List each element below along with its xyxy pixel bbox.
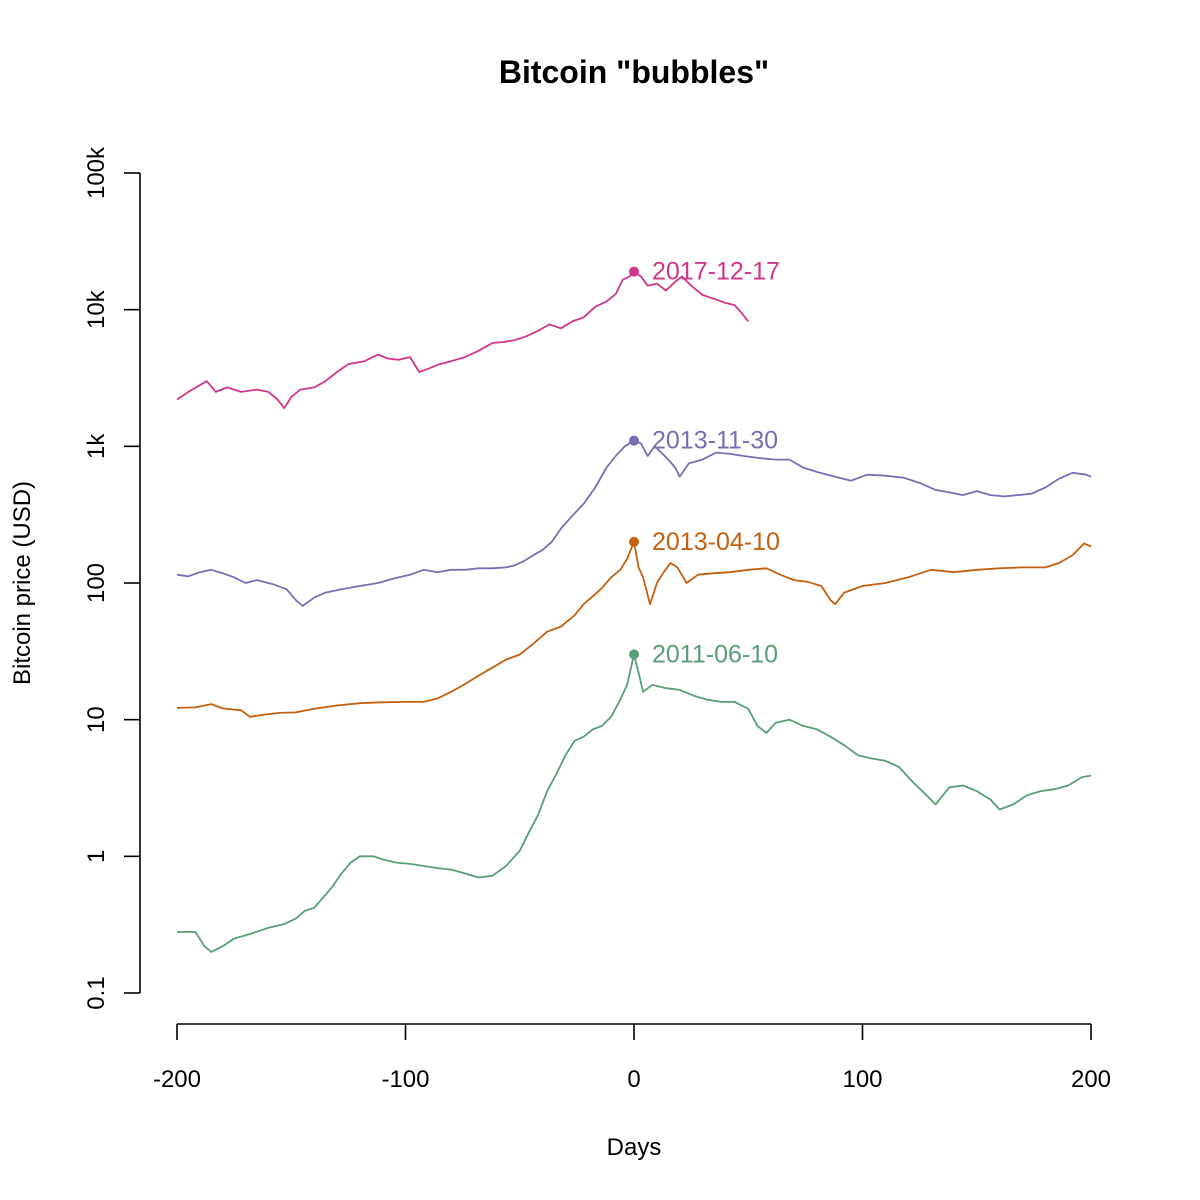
peak-point (629, 649, 639, 660)
plot-area: 2017-12-17 2013-11-30 2013-04-10 2011-06-10 (176, 258, 1092, 953)
y-axis: 0.1 1 10 100 1k 10k 100k (83, 146, 141, 1010)
chart-title: Bitcoin "bubbles" (499, 54, 769, 90)
series-2013-11-30: 2013-11-30 (176, 427, 1092, 607)
series-line (176, 439, 1092, 607)
y-tick-label: 1 (83, 850, 110, 863)
series-2011-06-10: 2011-06-10 (177, 640, 1092, 953)
y-axis-label: Bitcoin price (USD) (9, 481, 36, 685)
series-line (177, 653, 1092, 953)
y-tick-label: 100k (83, 146, 110, 199)
peak-label: 2017-12-17 (652, 258, 780, 286)
x-tick-label: 0 (627, 1066, 640, 1093)
peak-label: 2013-11-30 (652, 427, 778, 455)
y-tick-label: 1k (83, 433, 110, 459)
y-tick-label: 10k (83, 289, 110, 329)
series-line (176, 270, 750, 410)
peak-label: 2013-04-10 (652, 528, 780, 556)
x-axis-label: Days (607, 1134, 662, 1161)
series-2017-12-17: 2017-12-17 (176, 258, 780, 410)
x-tick-label: 200 (1071, 1066, 1111, 1093)
y-tick-label: 10 (83, 706, 110, 733)
peak-point (629, 536, 639, 547)
y-tick-label: 100 (83, 563, 110, 603)
x-tick-label: 100 (842, 1066, 882, 1093)
y-tick-label: 0.1 (83, 976, 110, 1009)
series-2013-04-10: 2013-04-10 (176, 528, 1092, 718)
peak-label: 2011-06-10 (652, 640, 778, 668)
peak-point (629, 435, 639, 446)
x-tick-label: -100 (381, 1066, 429, 1093)
series-line (176, 541, 1092, 718)
x-axis: -200 -100 0 100 200 (153, 1023, 1111, 1093)
peak-point (629, 266, 639, 277)
x-tick-label: -200 (153, 1066, 201, 1093)
